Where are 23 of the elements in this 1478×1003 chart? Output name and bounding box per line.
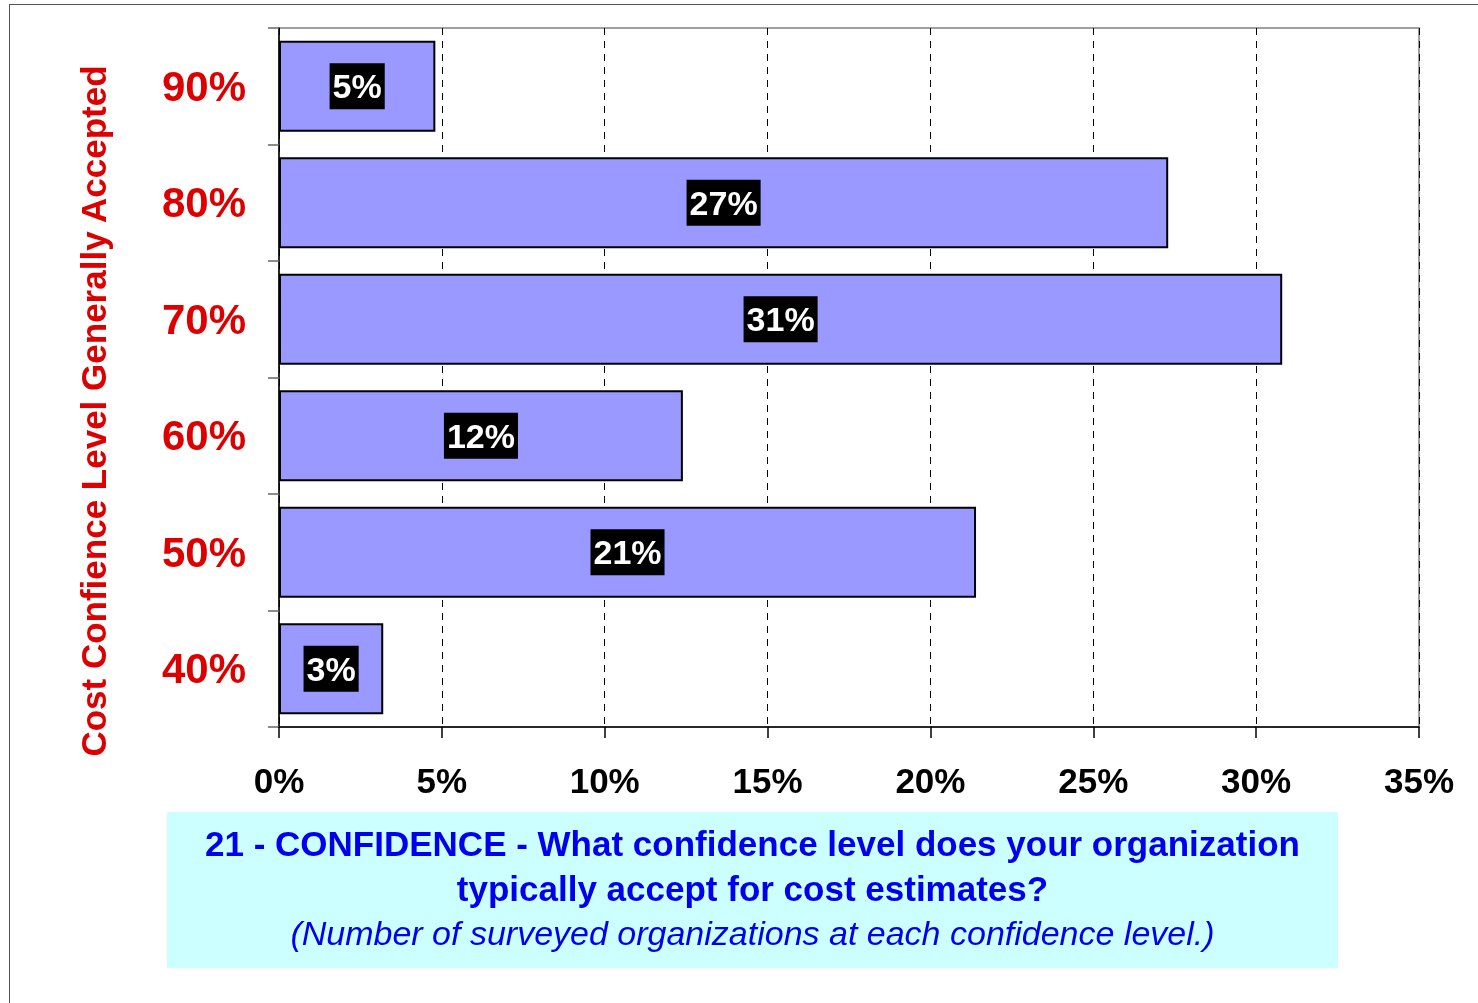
x-tick-label: 25% [1058, 761, 1129, 800]
x-tick-label: 35% [1383, 761, 1455, 800]
x-tick-label: 0% [253, 761, 305, 800]
y-tick-label: 50% [161, 528, 246, 576]
y-tick-label: 60% [161, 412, 246, 460]
x-tick-label: 5% [416, 761, 468, 800]
y-tick-label: 80% [161, 179, 246, 227]
text: 21 - CONFIDENCE - What confidence level does your organization typically accept for cost estimates? [204, 823, 1301, 910]
x-tick-label: 15% [732, 761, 803, 800]
x-tick-label: 10% [569, 761, 640, 800]
data-label: 31% [746, 300, 815, 339]
data-label: 3% [306, 649, 356, 688]
text: (Number of surveyed organizations at each confidence level.) [289, 913, 1216, 954]
y-axis-title: Cost Confience Level Generally Accepted [73, 65, 113, 757]
data-label: 5% [332, 67, 382, 106]
data-label: 27% [689, 183, 758, 222]
x-tick-label: 20% [895, 761, 966, 800]
data-label: 12% [446, 416, 515, 455]
y-tick-label: 70% [161, 295, 246, 343]
x-tick-label: 30% [1221, 761, 1292, 800]
y-tick-label: 90% [161, 62, 246, 110]
y-tick-label: 40% [161, 645, 246, 693]
data-label: 21% [593, 533, 662, 572]
